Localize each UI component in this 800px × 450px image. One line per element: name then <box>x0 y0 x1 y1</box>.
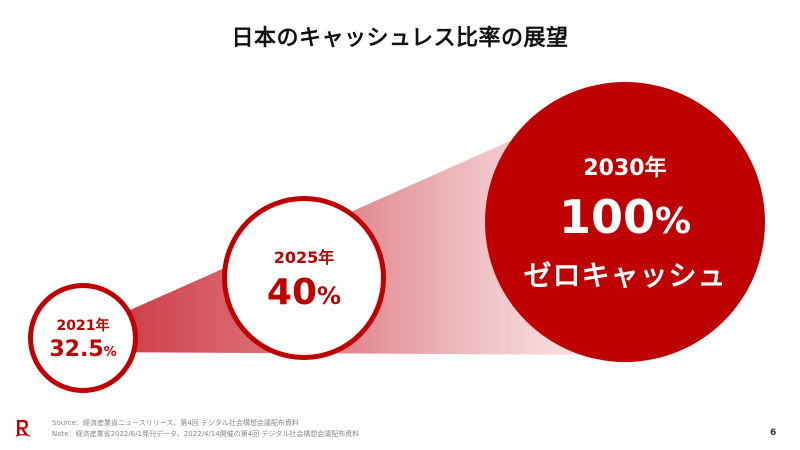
footer-notes: Source：経済産業省ニュースリリース、第4回 デジタル社会構想会議配布資料 … <box>52 418 359 440</box>
slide-title: 日本のキャッシュレス比率の展望 <box>231 26 569 51</box>
rakuten-logo-icon <box>16 420 30 437</box>
page-number: 6 <box>770 428 777 438</box>
milestone-year: 2021年 <box>56 317 110 334</box>
milestone-year: 2025年 <box>273 247 335 267</box>
source-note: Source：経済産業省ニュースリリース、第4回 デジタル社会構想会議配布資料 <box>52 419 299 427</box>
milestone-2025: 2025年 40% <box>222 196 386 360</box>
milestone-value: 40% <box>266 271 342 313</box>
milestone-2030: 2030年 100% ゼロキャッシュ <box>485 82 765 362</box>
percent-unit: % <box>103 344 117 360</box>
percent-unit: % <box>654 201 692 242</box>
data-note: Note：経済産業省2022/6/1発刊データ、2022/4/14開催の第4回 … <box>52 430 360 438</box>
milestone-year: 2030年 <box>583 156 667 181</box>
milestone-value: 100% <box>558 190 692 244</box>
percent-unit: % <box>317 281 342 310</box>
milestone-2021: 2021年 32.5% <box>28 283 138 393</box>
milestone-subtitle: ゼロキャッシュ <box>523 259 727 292</box>
milestone-value: 32.5% <box>49 336 117 362</box>
